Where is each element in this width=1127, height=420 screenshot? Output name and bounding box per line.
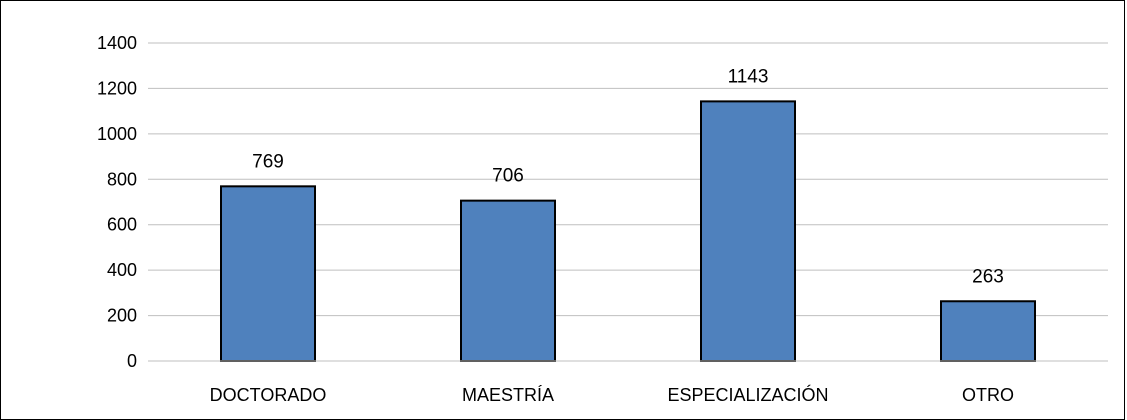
bar <box>220 185 316 362</box>
bar <box>460 199 556 362</box>
y-axis-ticks: 0 200 400 600 800 1000 1200 1400 <box>97 33 137 371</box>
y-tick-label: 400 <box>107 260 137 280</box>
data-label: 706 <box>492 166 524 187</box>
y-tick-label: 200 <box>107 306 137 326</box>
y-tick-label: 0 <box>127 351 137 371</box>
data-label: 263 <box>972 266 1004 287</box>
data-labels: 769 706 1143 263 <box>252 66 1004 287</box>
x-category-label: ESPECIALIZACIÓN <box>667 384 828 405</box>
bar <box>700 100 796 363</box>
y-tick-label: 600 <box>107 215 137 235</box>
x-axis-categories: DOCTORADO MAESTRÍA ESPECIALIZACIÓN OTRO <box>210 384 1014 405</box>
bar <box>940 300 1036 362</box>
x-category-label: DOCTORADO <box>210 385 327 405</box>
y-tick-label: 1000 <box>97 124 137 144</box>
y-tick-label: 800 <box>107 169 137 189</box>
data-label: 1143 <box>728 66 769 87</box>
y-tick-label: 1200 <box>97 78 137 98</box>
x-category-label: MAESTRÍA <box>462 385 554 405</box>
data-label: 769 <box>252 151 284 172</box>
y-tick-label: 1400 <box>97 33 137 53</box>
x-category-label: OTRO <box>962 385 1014 405</box>
bars <box>220 100 1036 363</box>
